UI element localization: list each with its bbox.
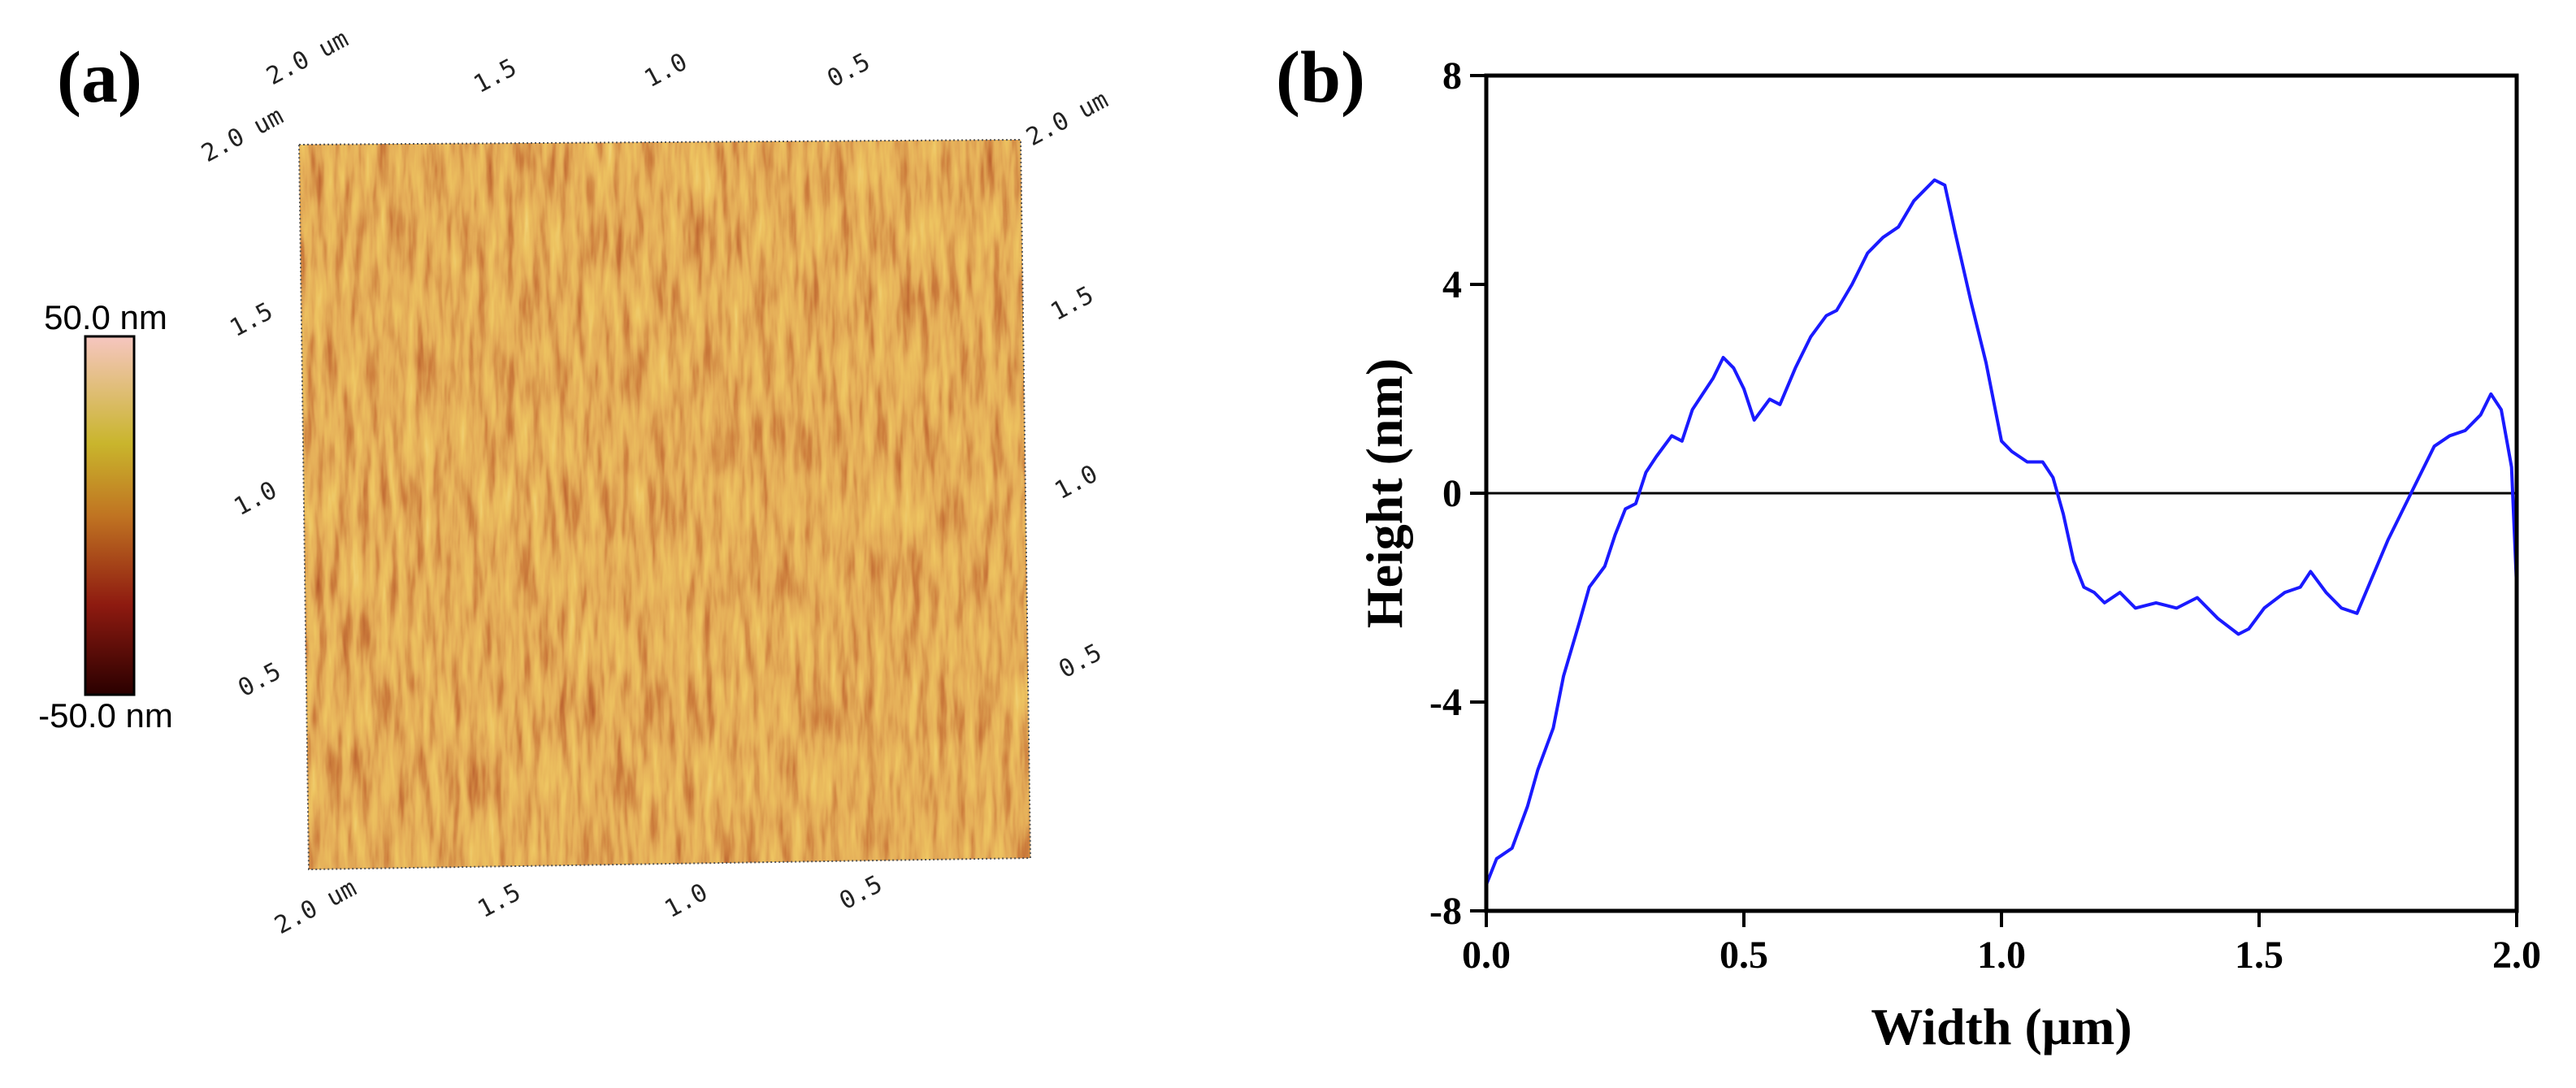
scale-left: 0.5 xyxy=(233,657,285,703)
scale-top: 0.5 xyxy=(822,48,874,93)
x-tick-label: 0.5 xyxy=(1720,934,1768,977)
x-tick-label: 1.5 xyxy=(2235,934,2283,977)
y-tick-label: 4 xyxy=(1442,263,1462,306)
panel-label: (b) xyxy=(1276,37,1365,118)
scale-left: 2.0 um xyxy=(197,102,288,168)
y-tick-label: -4 xyxy=(1429,681,1462,724)
x-tick-label: 1.0 xyxy=(1977,934,2026,977)
scale-top: 2.0 um xyxy=(262,24,353,91)
scale-right: 1.5 xyxy=(1046,281,1098,327)
panel-label: (a) xyxy=(57,37,142,118)
afm-texture xyxy=(299,140,1030,869)
plot-frame xyxy=(1484,73,2519,913)
line-series xyxy=(1485,178,2518,886)
scale-bottom: 2.0 um xyxy=(270,873,361,940)
colorbar xyxy=(84,335,136,696)
scale-right: 2.0 um xyxy=(1021,85,1112,152)
y-tick-label: 0 xyxy=(1442,472,1462,515)
scale-bottom: 0.5 xyxy=(835,870,887,916)
x-axis-label: Width (μm) xyxy=(1871,998,2131,1055)
scale-top: 1.5 xyxy=(469,54,521,99)
colorbar-max: 50.0 nm xyxy=(44,298,167,336)
y-axis-label: Height (nm) xyxy=(1355,358,1413,628)
x-tick-label: 2.0 xyxy=(2492,934,2541,977)
scale-left: 1.0 xyxy=(229,476,281,522)
scale-top: 1.0 xyxy=(640,48,692,93)
colorbar-min: -50.0 nm xyxy=(38,696,173,735)
scale-bottom: 1.0 xyxy=(660,878,712,924)
scale-bottom: 1.5 xyxy=(473,878,525,924)
afm-image xyxy=(299,140,1030,869)
y-tick-label: -8 xyxy=(1429,890,1462,933)
scale-left: 1.5 xyxy=(225,297,277,343)
y-tick-label: 8 xyxy=(1442,54,1462,98)
scale-right: 0.5 xyxy=(1054,639,1106,684)
scale-right: 1.0 xyxy=(1050,460,1102,505)
x-tick-label: 0.0 xyxy=(1462,934,1511,977)
